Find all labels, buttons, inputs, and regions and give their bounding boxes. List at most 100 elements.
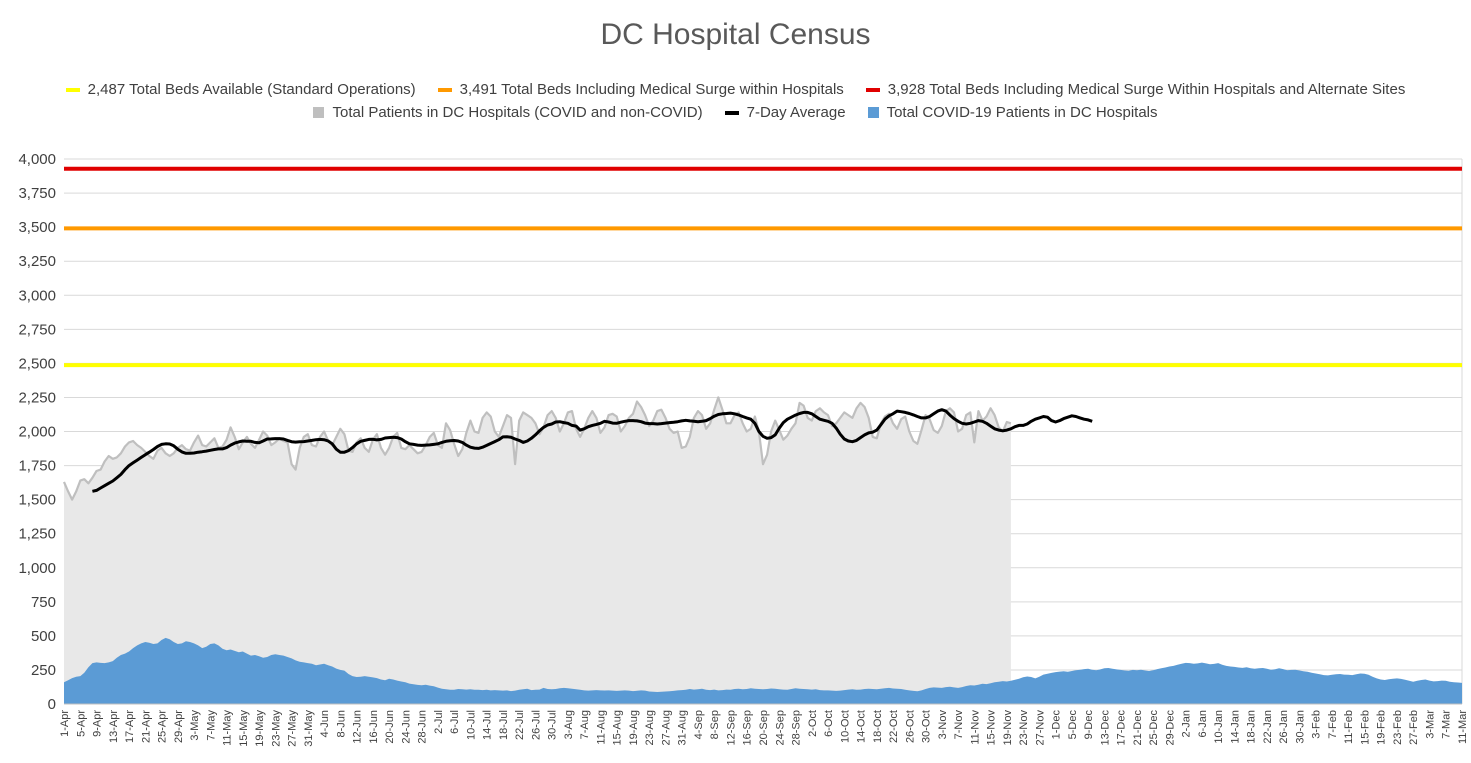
x-tick-label: 11-Feb <box>1343 710 1355 744</box>
legend-swatch-yellow <box>65 87 80 92</box>
y-tick-label: 500 <box>31 628 56 645</box>
legend-swatch-red <box>865 87 880 92</box>
x-tick-label: 3-Mar <box>1424 710 1436 739</box>
x-tick-label: 23-May <box>270 710 282 747</box>
x-tick-label: 25-Apr <box>157 710 169 743</box>
y-tick-label: 3,000 <box>18 287 56 304</box>
x-tick-label: 14-Jul <box>482 710 494 740</box>
x-tick-label: 28-Jun <box>417 710 429 744</box>
x-tick-label: 18-Jul <box>498 710 510 740</box>
y-tick-label: 1,000 <box>18 560 56 577</box>
x-tick-label: 29-Apr <box>173 710 185 743</box>
x-tick-label: 12-Sep <box>725 710 737 745</box>
x-tick-label: 27-Feb <box>1408 710 1420 745</box>
x-tick-label: 22-Jan <box>1262 710 1274 744</box>
x-tick-label: 24-Jun <box>400 710 412 744</box>
x-tick-label: 3-May <box>189 710 201 741</box>
x-tick-label: 13-Apr <box>108 710 120 743</box>
legend-item-surge-beds: 3,491 Total Beds Including Medical Surge… <box>437 81 844 98</box>
x-tick-label: 30-Oct <box>921 710 933 743</box>
y-tick-label: 2,250 <box>18 389 56 406</box>
x-tick-label: 19-Feb <box>1376 710 1388 745</box>
x-tick-label: 3-Aug <box>563 710 575 739</box>
legend-item-total-patients: Total Patients in DC Hospitals (COVID an… <box>313 104 703 121</box>
legend-row-2: Total Patients in DC Hospitals (COVID an… <box>0 104 1471 121</box>
x-tick-label: 9-Apr <box>92 710 104 737</box>
x-tick-label: 27-Nov <box>1034 710 1046 746</box>
x-tick-label: 13-Dec <box>1099 710 1111 746</box>
x-tick-label: 6-Jan <box>1197 710 1209 738</box>
x-tick-label: 10-Jul <box>465 710 477 740</box>
x-tick-label: 8-Jun <box>335 710 347 738</box>
x-tick-label: 7-Aug <box>579 710 591 739</box>
legend-swatch-orange <box>437 87 452 92</box>
legend-label: 7-Day Average <box>746 104 846 121</box>
legend-item-7-day-average: 7-Day Average <box>724 104 846 121</box>
x-tick-label: 7-Mar <box>1441 710 1453 739</box>
x-tick-label: 17-Apr <box>124 710 136 743</box>
legend-item-standard-beds: 2,487 Total Beds Available (Standard Ope… <box>65 81 416 98</box>
x-tick-label: 11-Mar <box>1457 710 1469 744</box>
x-tick-label: 1-Dec <box>1051 710 1063 740</box>
x-tick-label: 29-Dec <box>1164 710 1176 746</box>
chart-title: DC Hospital Census <box>600 18 871 51</box>
x-tick-label: 19-May <box>254 710 266 747</box>
x-tick-label: 3-Feb <box>1311 710 1323 739</box>
x-tick-label: 15-Nov <box>986 710 998 746</box>
x-tick-label: 17-Dec <box>1116 710 1128 746</box>
legend-label: Total COVID-19 Patients in DC Hospitals <box>886 104 1158 121</box>
legend-swatch-blue <box>867 107 879 118</box>
legend-label: 3,491 Total Beds Including Medical Surge… <box>459 81 844 98</box>
x-tick-label: 31-May <box>303 710 315 747</box>
x-tick-label: 27-May <box>287 710 299 747</box>
legend-swatch-black <box>724 110 739 115</box>
x-tick-label: 28-Sep <box>791 710 803 745</box>
x-tick-label: 26-Jul <box>530 710 542 740</box>
x-tick-label: 22-Oct <box>888 710 900 743</box>
x-tick-label: 26-Oct <box>904 710 916 743</box>
y-tick-label: 250 <box>31 662 56 679</box>
y-tick-label: 3,750 <box>18 185 56 202</box>
x-tick-label: 15-Aug <box>612 710 624 745</box>
x-tick-label: 11-May <box>222 710 234 746</box>
y-tick-label: 0 <box>48 696 56 713</box>
y-tick-label: 2,000 <box>18 424 56 441</box>
y-tick-label: 1,750 <box>18 458 56 475</box>
x-tick-label: 14-Jan <box>1229 710 1241 744</box>
x-tick-label: 20-Sep <box>758 710 770 745</box>
x-tick-label: 19-Aug <box>628 710 640 745</box>
y-tick-label: 750 <box>31 594 56 611</box>
x-tick-label: 7-May <box>205 710 217 741</box>
x-tick-label: 21-Apr <box>140 710 152 743</box>
x-tick-label: 4-Jun <box>319 710 331 738</box>
x-tick-label: 16-Jun <box>368 710 380 744</box>
x-tick-label: 31-Aug <box>677 710 689 745</box>
covid-patients-series-fill <box>64 637 1462 704</box>
x-tick-label: 27-Aug <box>660 710 672 745</box>
x-tick-label: 4-Sep <box>693 710 705 739</box>
legend-swatch-gray <box>313 107 325 118</box>
total-patients-series-fill <box>64 397 1011 704</box>
legend-item-covid-patients: Total COVID-19 Patients in DC Hospitals <box>867 104 1158 121</box>
y-tick-label: 1,500 <box>18 492 56 509</box>
y-tick-label: 2,500 <box>18 355 56 372</box>
x-tick-label: 26-Jan <box>1278 710 1290 744</box>
x-tick-label: 5-Dec <box>1067 710 1079 740</box>
x-tick-label: 23-Feb <box>1392 710 1404 745</box>
x-tick-label: 18-Jan <box>1246 710 1258 744</box>
y-tick-label: 3,250 <box>18 253 56 270</box>
x-tick-label: 19-Nov <box>1002 710 1014 746</box>
x-tick-label: 30-Jan <box>1294 710 1306 744</box>
x-tick-label: 9-Dec <box>1083 710 1095 740</box>
y-tick-label: 2,750 <box>18 321 56 338</box>
x-tick-label: 20-Jun <box>384 710 396 744</box>
legend-label: Total Patients in DC Hospitals (COVID an… <box>332 104 703 121</box>
x-tick-label: 16-Sep <box>742 710 754 745</box>
x-tick-label: 1-Apr <box>59 710 71 737</box>
x-tick-label: 23-Nov <box>1018 710 1030 746</box>
legend-item-alternate-sites: 3,928 Total Beds Including Medical Surge… <box>865 81 1405 98</box>
x-tick-label: 30-Jul <box>547 710 559 740</box>
y-tick-label: 3,500 <box>18 219 56 236</box>
y-tick-label: 4,000 <box>18 151 56 168</box>
